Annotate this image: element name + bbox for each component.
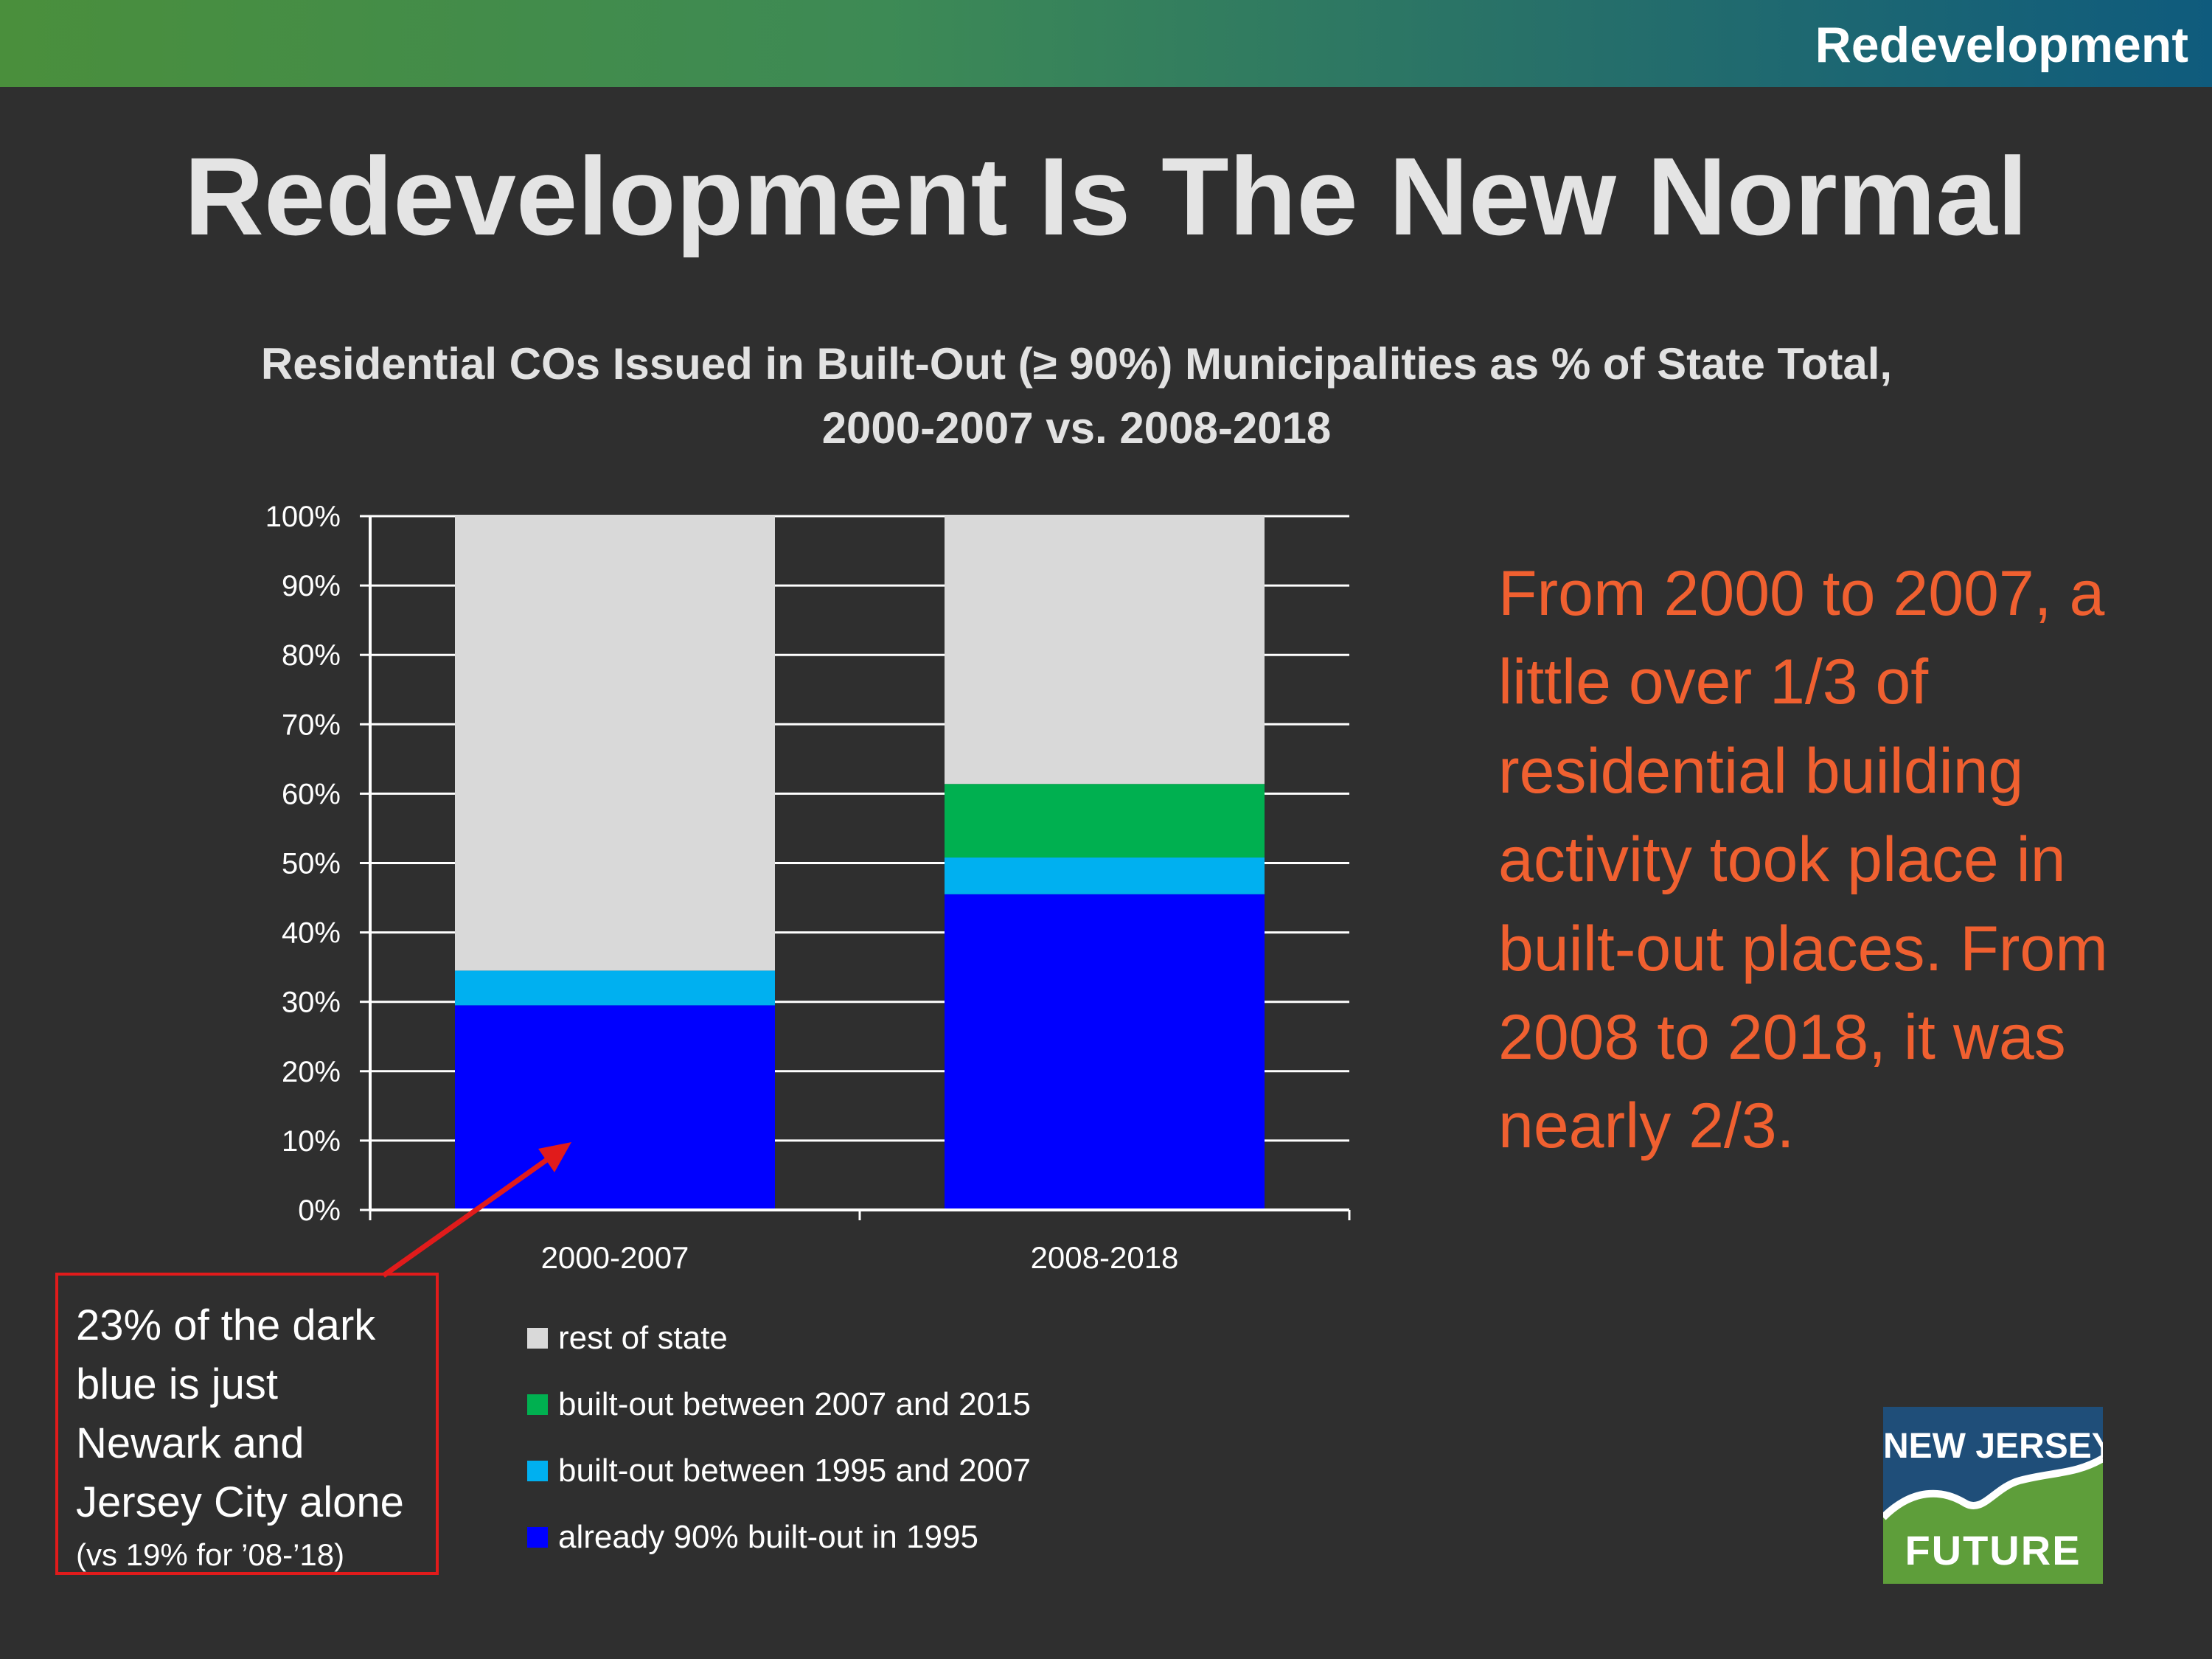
y-tick-label: 40% [282, 917, 341, 950]
x-tick-label: 2008-2018 [1031, 1240, 1179, 1275]
legend-swatch-already-built-out-1995 [527, 1527, 548, 1548]
y-tick-label: 10% [282, 1125, 341, 1158]
header-bar: Redevelopment [0, 0, 2212, 87]
bar-segment-1-0 [945, 894, 1265, 1210]
x-tick-label: 2000-2007 [541, 1240, 689, 1275]
annotation-arrow-head [538, 1142, 571, 1172]
annotation-arrow-line [381, 1153, 555, 1278]
bar-segment-1-2 [945, 784, 1265, 858]
logo-line-2: FUTURE [1905, 1527, 2081, 1573]
bar-segment-0-0 [455, 1005, 775, 1210]
logo-background [1883, 1407, 2103, 1584]
note-box: 23% of the dark blue is just Newark and … [55, 1273, 439, 1575]
logo-line-1: NEW JERSEY [1883, 1427, 2103, 1466]
legend-label-rest-of-state: rest of state [558, 1320, 728, 1356]
bar-segment-0-1 [455, 970, 775, 1006]
y-tick-label: 70% [282, 709, 341, 741]
legend-swatch-rest-of-state [527, 1328, 548, 1349]
legend-item-rest-of-state: rest of state [527, 1305, 1031, 1371]
slide-title: Redevelopment Is The New Normal [184, 134, 2028, 258]
legend-label-built-out-2007-2015: built-out between 2007 and 2015 [558, 1386, 1031, 1422]
section-label: Redevelopment [1815, 17, 2188, 73]
chart-title: Residential COs Issued in Built-Out (≥ 9… [133, 332, 2020, 460]
y-tick-label: 60% [282, 778, 341, 810]
bar-segment-1-1 [945, 857, 1265, 894]
note-main-text: 23% of the dark blue is just Newark and … [76, 1301, 404, 1527]
bar-segment-1-3 [945, 516, 1265, 785]
note-sub-text: (vs 19% for ’08-’18) [76, 1537, 345, 1573]
legend-item-already-built-out-1995: already 90% built-out in 1995 [527, 1504, 1031, 1571]
legend-swatch-built-out-2007-2015 [527, 1394, 548, 1415]
legend-item-built-out-2007-2015: built-out between 2007 and 2015 [527, 1371, 1031, 1438]
legend-label-built-out-1995-2007: built-out between 1995 and 2007 [558, 1453, 1031, 1489]
y-tick-label: 30% [282, 987, 341, 1019]
chart-title-line-1: Residential COs Issued in Built-Out (≥ 9… [260, 339, 1893, 389]
y-tick-label: 100% [265, 501, 341, 533]
y-tick-label: 0% [298, 1194, 341, 1227]
chart-title-line-2: 2000-2007 vs. 2008-2018 [821, 403, 1332, 453]
legend-swatch-built-out-1995-2007 [527, 1461, 548, 1481]
legend-item-built-out-1995-2007: built-out between 1995 and 2007 [527, 1438, 1031, 1504]
callout-text: From 2000 to 2007, a little over 1/3 of … [1498, 558, 2108, 1162]
new-jersey-future-logo: NEW JERSEY FUTURE [1883, 1407, 2103, 1584]
bar-segment-0-3 [455, 516, 775, 971]
y-tick-label: 80% [282, 639, 341, 672]
legend-label-already-built-out-1995: already 90% built-out in 1995 [558, 1519, 978, 1555]
chart-legend: rest of state built-out between 2007 and… [527, 1305, 1031, 1571]
y-tick-label: 50% [282, 848, 341, 880]
y-tick-label: 90% [282, 570, 341, 602]
y-tick-label: 20% [282, 1056, 341, 1088]
